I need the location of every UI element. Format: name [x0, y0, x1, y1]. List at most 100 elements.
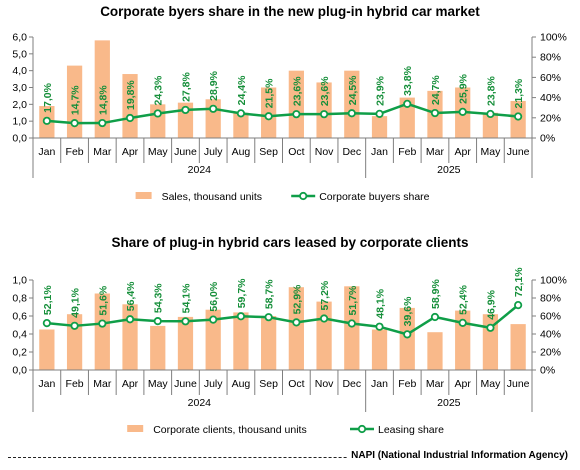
- chart-1-category-label: Mar: [426, 146, 445, 158]
- chart-1-left-tick-label: 0,0: [12, 133, 27, 145]
- chart-1-category-label: Feb: [398, 146, 416, 158]
- chart-1-left-tick-label: 4,0: [12, 65, 27, 77]
- chart-2-left-tick-label: 0,2: [12, 347, 27, 359]
- chart-1-data-label: 27,8%: [180, 71, 192, 101]
- chart-2-category-label: Jan: [38, 378, 55, 390]
- chart-2-bar: [371, 329, 388, 370]
- chart-2-line-point: [347, 319, 356, 328]
- chart-1-data-label: 14,7%: [70, 85, 82, 115]
- chart-1-line-point: [375, 109, 384, 118]
- chart-1-category-label: Jan: [371, 146, 388, 158]
- chart-2-data-label: 48,1%: [375, 288, 387, 318]
- chart-1-line-point: [125, 113, 135, 123]
- chart-1-left-tick-label: 6,0: [12, 32, 27, 44]
- chart-2-data-label: 51,7%: [347, 285, 359, 315]
- chart-1-data-label: 24,3%: [153, 75, 165, 105]
- chart-2-category-label: Oct: [288, 378, 304, 390]
- chart-2-data-label: 56,0%: [208, 281, 220, 311]
- chart-1-legend-label: Sales, thousand units: [162, 191, 262, 203]
- footer-divider: [8, 457, 572, 458]
- chart-1-bar: [288, 70, 304, 138]
- chart-1-line-point: [403, 99, 412, 108]
- chart-2-line-point: [98, 319, 107, 328]
- chart-1-category-label: Oct: [288, 146, 304, 158]
- chart-2-category-label: Aug: [232, 378, 251, 390]
- chart-2-left-tick-label: 0,0: [12, 365, 27, 377]
- chart-1-category-label: May: [148, 146, 169, 158]
- chart-2-category-label: Apr: [455, 378, 472, 390]
- chart-2-right-tick-label: 20%: [540, 347, 561, 359]
- chart-2-year-label: 2025: [437, 397, 461, 409]
- chart-2-bar: [344, 286, 360, 370]
- chart-2-right-tick-label: 80%: [540, 293, 561, 305]
- chart-1-right-tick-label: 100%: [540, 32, 567, 44]
- chart-2-bar: [122, 304, 138, 370]
- chart-2-data-label: 58,7%: [264, 279, 276, 309]
- chart-1-category-label: Mar: [93, 146, 112, 158]
- chart-1-line-point: [153, 109, 162, 118]
- chart-2-data-label: 54,3%: [153, 283, 165, 313]
- chart-2-line-point: [319, 314, 329, 323]
- chart-2-category-label: Mar: [93, 378, 112, 390]
- chart-2-bar: [316, 301, 332, 370]
- chart-1-category-label: June: [507, 146, 530, 158]
- chart-2-data-label: 51,6%: [97, 285, 109, 315]
- chart-2-data-label: 39,6%: [402, 296, 414, 326]
- chart-2-data-label: 72,1%: [513, 267, 525, 297]
- chart-1-category-label: Feb: [66, 146, 84, 158]
- chart-2-category-label: Sep: [259, 378, 278, 390]
- chart-2-line-point: [209, 315, 218, 324]
- chart-1-bar: [482, 112, 499, 138]
- chart-2-left-tick-label: 0,4: [12, 329, 27, 341]
- chart-2-line-series: [46, 304, 519, 336]
- chart-2-data-label: 54,1%: [180, 283, 192, 313]
- chart-2-data-label: 56,4%: [125, 281, 137, 311]
- chart-2-line-point: [181, 317, 190, 326]
- chart-2-left-tick-label: 0,8: [12, 293, 27, 305]
- chart-1-line-point: [292, 110, 301, 119]
- chart-1-category-label: Jan: [38, 146, 55, 158]
- chart-1-data-label: 24,4%: [236, 75, 248, 105]
- chart-1-bar: [66, 65, 83, 138]
- chart-1-data-label: 17,0%: [42, 82, 54, 112]
- chart-2-category-label: Feb: [398, 378, 416, 390]
- chart-2-category-label: Jan: [371, 378, 388, 390]
- chart-1-line-point: [458, 107, 467, 116]
- chart-1-year-label: 2024: [188, 164, 212, 176]
- chart-2-left-tick-label: 1,0: [12, 275, 27, 287]
- chart-2-bar: [427, 332, 443, 370]
- chart-2-left-tick-label: 0,6: [12, 311, 27, 323]
- chart-1-category-label: May: [480, 146, 501, 158]
- chart-2-legend-label: Leasing share: [378, 424, 444, 436]
- chart-1-data-label: 23,8%: [485, 76, 497, 106]
- chart-2-bar: [177, 316, 194, 370]
- chart-2-line-point: [292, 318, 301, 327]
- chart-2-bar: [399, 307, 415, 370]
- chart-1-left-tick-label: 5,0: [12, 48, 27, 60]
- chart-1-category-label: July: [204, 146, 223, 158]
- chart-1-line-point: [209, 104, 218, 113]
- chart-1-category-label: Dec: [342, 146, 361, 158]
- chart-2-bar: [261, 316, 277, 370]
- chart-2-right-tick-label: 100%: [540, 275, 567, 287]
- chart-1-bar: [399, 97, 415, 138]
- chart-1-legend-label: Corporate buyers share: [319, 191, 429, 203]
- chart-2-right-tick-label: 40%: [540, 329, 561, 341]
- chart-1-data-label: 28,9%: [208, 70, 220, 100]
- chart-2-category-label: June: [174, 378, 197, 390]
- chart-1-line-point: [181, 105, 190, 115]
- chart-2-bar: [39, 329, 55, 370]
- chart-1-data-label: 14,8%: [97, 85, 109, 115]
- chart-1-left-tick-label: 3,0: [12, 82, 27, 94]
- chart-1-category-label: June: [174, 146, 197, 158]
- chart-1-right-tick-label: 20%: [540, 112, 561, 124]
- chart-2-line-point: [486, 323, 495, 332]
- chart-2-data-label: 46,9%: [485, 289, 497, 319]
- chart-1-left-tick-label: 1,0: [12, 116, 27, 128]
- chart-1-data-label: 23,9%: [375, 75, 387, 105]
- chart-1-year-label: 2025: [437, 164, 461, 176]
- chart-1-data-label: 25,9%: [458, 73, 470, 103]
- chart-2-legend-swatch-marker: [357, 424, 367, 434]
- chart-1-bar: [371, 116, 388, 138]
